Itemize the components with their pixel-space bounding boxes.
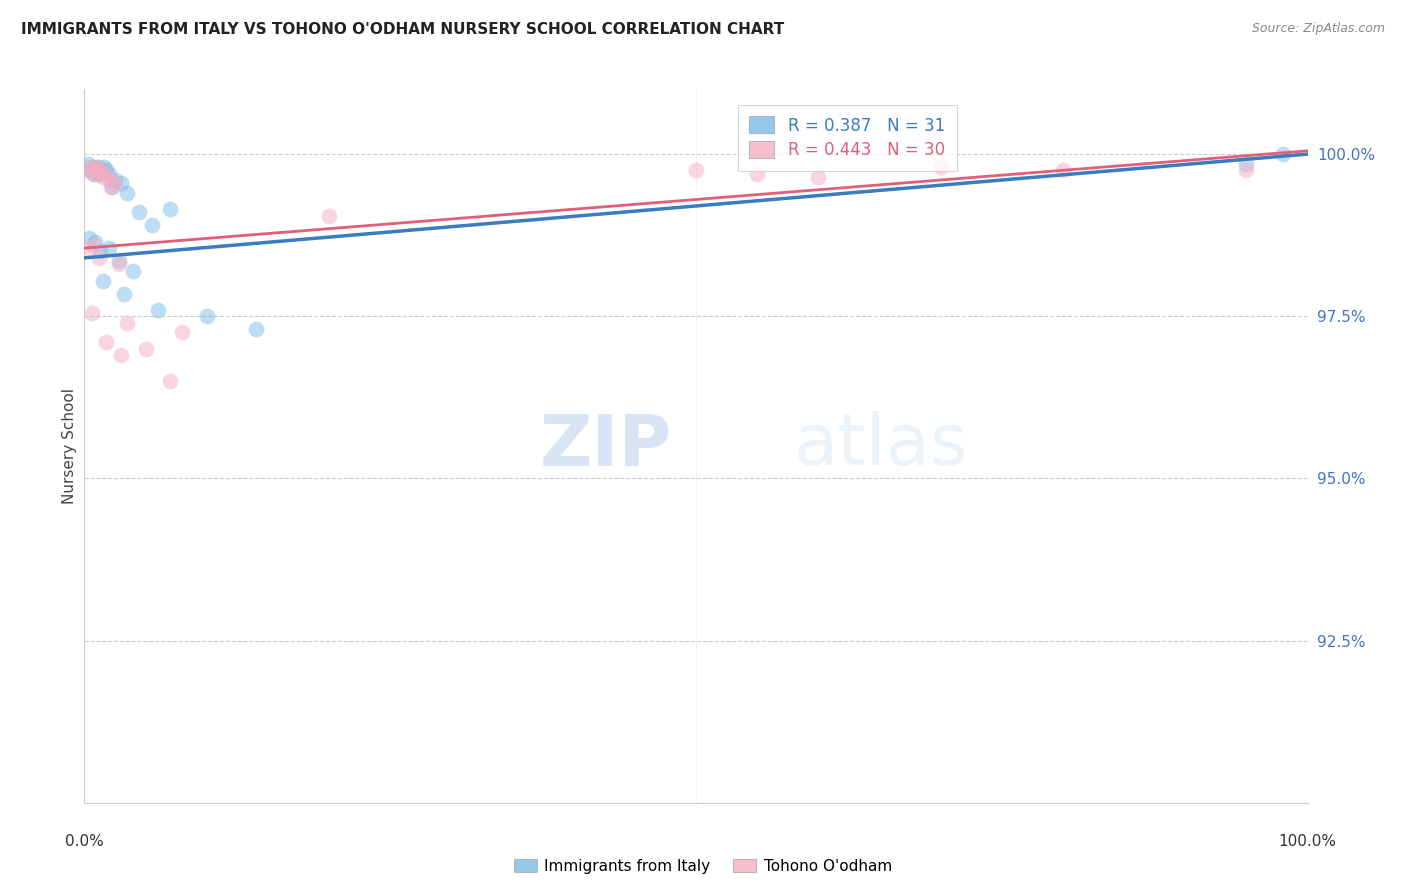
Point	[1272, 147, 1295, 161]
Point	[110, 348, 132, 362]
Point	[77, 163, 100, 178]
Point	[91, 169, 114, 184]
Text: IMMIGRANTS FROM ITALY VS TOHONO O'ODHAM NURSERY SCHOOL CORRELATION CHART: IMMIGRANTS FROM ITALY VS TOHONO O'ODHAM …	[21, 22, 785, 37]
Point	[929, 160, 952, 174]
Point	[87, 160, 110, 174]
Point	[83, 167, 105, 181]
Point	[77, 157, 100, 171]
Point	[747, 167, 769, 181]
Point	[86, 160, 108, 174]
Point	[79, 160, 101, 174]
Point	[807, 169, 830, 184]
Point	[77, 241, 100, 255]
Point	[84, 235, 107, 249]
Point	[1052, 163, 1074, 178]
Point	[128, 205, 150, 219]
Point	[122, 264, 145, 278]
Point	[107, 257, 129, 271]
Point	[89, 163, 111, 178]
Point	[91, 274, 114, 288]
Y-axis label: Nursery School: Nursery School	[62, 388, 77, 504]
Point	[84, 163, 107, 178]
Point	[82, 160, 104, 174]
Point	[159, 202, 181, 217]
Point	[83, 238, 105, 252]
Point	[101, 179, 124, 194]
Text: ZIP: ZIP	[540, 411, 672, 481]
Point	[112, 286, 135, 301]
Point	[82, 167, 104, 181]
Point	[685, 163, 707, 178]
Text: 0.0%: 0.0%	[65, 834, 104, 849]
Point	[146, 302, 169, 317]
Point	[159, 374, 181, 388]
Point	[87, 167, 110, 181]
Point	[97, 241, 120, 255]
Point	[115, 186, 138, 200]
Point	[1234, 163, 1257, 178]
Point	[90, 163, 112, 178]
Point	[1234, 157, 1257, 171]
Text: Source: ZipAtlas.com: Source: ZipAtlas.com	[1251, 22, 1385, 36]
Legend: R = 0.387   N = 31, R = 0.443   N = 30: R = 0.387 N = 31, R = 0.443 N = 30	[738, 104, 956, 171]
Point	[93, 160, 115, 174]
Point	[115, 316, 138, 330]
Point	[87, 167, 110, 181]
Point	[172, 326, 194, 340]
Point	[318, 209, 340, 223]
Point	[89, 244, 111, 259]
Point	[97, 167, 120, 181]
Text: 100.0%: 100.0%	[1278, 834, 1337, 849]
Point	[245, 322, 267, 336]
Point	[80, 306, 103, 320]
Point	[195, 310, 218, 324]
Point	[110, 176, 132, 190]
Legend: Immigrants from Italy, Tohono O'odham: Immigrants from Italy, Tohono O'odham	[508, 853, 898, 880]
Text: atlas: atlas	[794, 411, 969, 481]
Point	[87, 251, 110, 265]
Point	[94, 167, 117, 181]
Point	[79, 163, 101, 178]
Point	[141, 219, 163, 233]
Point	[104, 176, 127, 190]
Point	[96, 335, 118, 350]
Point	[97, 173, 120, 187]
Point	[104, 173, 127, 187]
Point	[86, 163, 108, 178]
Point	[96, 163, 118, 178]
Point	[107, 254, 129, 268]
Point	[135, 342, 157, 356]
Point	[100, 179, 122, 194]
Point	[77, 231, 100, 245]
